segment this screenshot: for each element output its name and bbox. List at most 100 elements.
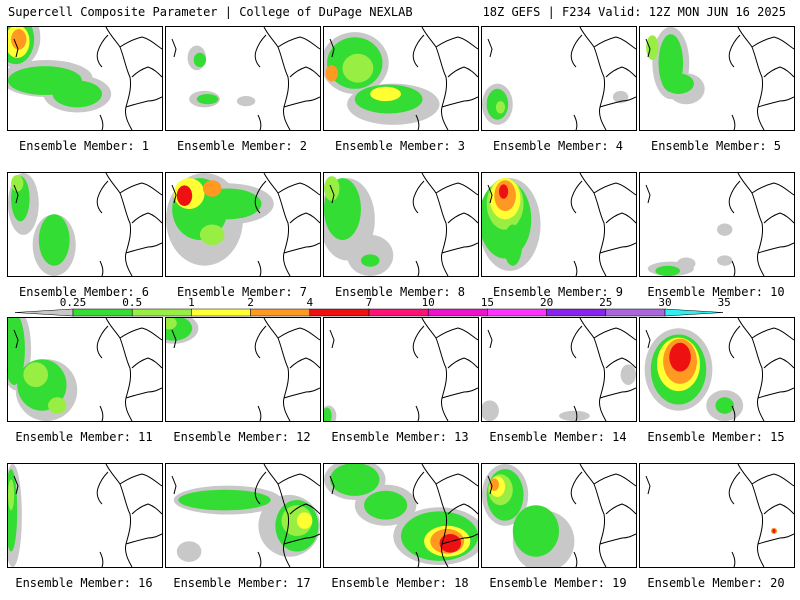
coastline bbox=[131, 357, 162, 369]
coastline bbox=[763, 212, 794, 224]
ensemble-member-label: Ensemble Member: 3 bbox=[334, 139, 466, 153]
map-canvas bbox=[8, 318, 162, 421]
coastline bbox=[731, 551, 736, 567]
legend-swatch bbox=[368, 308, 429, 317]
scp-contour bbox=[11, 175, 24, 192]
legend-tick-label: 30 bbox=[658, 296, 671, 309]
scp-contour bbox=[330, 464, 380, 496]
coastline bbox=[593, 36, 636, 50]
map-canvas bbox=[482, 27, 636, 130]
scp-contour bbox=[612, 90, 629, 104]
coastline bbox=[13, 38, 19, 58]
coastline bbox=[254, 325, 267, 359]
coastline bbox=[415, 114, 420, 130]
coastline bbox=[605, 503, 636, 515]
coastline bbox=[277, 473, 320, 487]
ensemble-member-label: Ensemble Member: 9 bbox=[492, 285, 624, 299]
legend-swatch bbox=[250, 308, 311, 317]
coastline bbox=[731, 260, 736, 276]
coastline bbox=[277, 182, 320, 196]
scp-contour bbox=[196, 93, 219, 105]
coastline bbox=[570, 180, 583, 214]
coastline bbox=[105, 464, 133, 567]
map-canvas bbox=[645, 27, 794, 130]
scp-contour bbox=[772, 528, 776, 534]
coastline bbox=[645, 184, 651, 204]
coastline bbox=[599, 533, 636, 545]
coastline bbox=[579, 173, 607, 276]
coastline bbox=[131, 66, 162, 78]
scp-contour bbox=[620, 364, 636, 385]
coastline bbox=[728, 34, 741, 68]
ensemble-member-label: Ensemble Member: 5 bbox=[650, 139, 782, 153]
legend-tick-label: 2 bbox=[247, 296, 254, 309]
coastline bbox=[441, 387, 478, 399]
coastline bbox=[105, 318, 133, 421]
ensemble-member-map bbox=[165, 317, 321, 422]
scp-contour bbox=[503, 224, 523, 266]
ensemble-member-map bbox=[481, 317, 637, 422]
coastline bbox=[125, 96, 162, 108]
scp-contour bbox=[324, 407, 332, 421]
coastline bbox=[570, 34, 583, 68]
legend-swatch bbox=[14, 308, 74, 317]
scp-contour bbox=[325, 65, 338, 82]
coastline bbox=[645, 38, 651, 58]
coastline bbox=[99, 405, 104, 421]
coastline bbox=[277, 36, 320, 50]
coastline bbox=[757, 387, 794, 399]
ensemble-member-label: Ensemble Member: 6 bbox=[18, 285, 150, 299]
map-canvas bbox=[645, 173, 794, 276]
ensemble-member-map bbox=[639, 317, 795, 422]
coastline bbox=[487, 329, 493, 349]
ensemble-member-label: Ensemble Member: 17 bbox=[173, 576, 311, 590]
coastline bbox=[277, 327, 320, 341]
scp-contour bbox=[717, 223, 733, 236]
coastline bbox=[119, 473, 162, 487]
coastline bbox=[329, 38, 335, 58]
ensemble-member-label: Ensemble Member: 13 bbox=[331, 430, 469, 444]
coastline bbox=[257, 405, 262, 421]
coastline bbox=[96, 325, 109, 359]
coastline bbox=[573, 114, 578, 130]
coastline bbox=[599, 387, 636, 399]
coastline bbox=[289, 503, 320, 515]
coastline bbox=[751, 473, 794, 487]
map-canvas bbox=[324, 464, 478, 567]
coastline bbox=[415, 405, 420, 421]
coastline bbox=[593, 182, 636, 196]
coastline bbox=[579, 27, 607, 130]
coastline bbox=[728, 325, 741, 359]
ensemble-member-map bbox=[639, 463, 795, 568]
coastline bbox=[263, 464, 291, 567]
ensemble-member-map bbox=[7, 26, 163, 131]
coastline bbox=[605, 66, 636, 78]
coastline bbox=[412, 180, 425, 214]
ensemble-member-map bbox=[481, 26, 637, 131]
legend-swatch bbox=[546, 308, 607, 317]
coastline bbox=[125, 242, 162, 254]
ensemble-member-map bbox=[323, 26, 479, 131]
coastline bbox=[421, 464, 449, 567]
scp-contour bbox=[193, 52, 207, 68]
scp-contour bbox=[559, 410, 590, 421]
scp-contour bbox=[38, 214, 70, 266]
color-legend-bar: 0.25 0.5 1 2 4 7 10 15 20 25 30 35 bbox=[14, 296, 731, 317]
coastline bbox=[263, 27, 291, 130]
scp-contour bbox=[202, 180, 222, 197]
scp-contour bbox=[176, 541, 202, 562]
ensemble-member-map bbox=[165, 26, 321, 131]
map-canvas bbox=[8, 27, 162, 130]
coastline bbox=[570, 325, 583, 359]
coastline bbox=[447, 212, 478, 224]
coastline bbox=[263, 173, 291, 276]
coastline bbox=[263, 318, 291, 421]
scp-contour bbox=[439, 534, 462, 553]
scp-contour bbox=[342, 53, 374, 83]
coastline bbox=[257, 114, 262, 130]
coastline bbox=[593, 473, 636, 487]
coastline bbox=[728, 471, 741, 505]
scp-contour bbox=[199, 224, 225, 246]
coastline bbox=[441, 242, 478, 254]
ensemble-member-map bbox=[165, 172, 321, 277]
